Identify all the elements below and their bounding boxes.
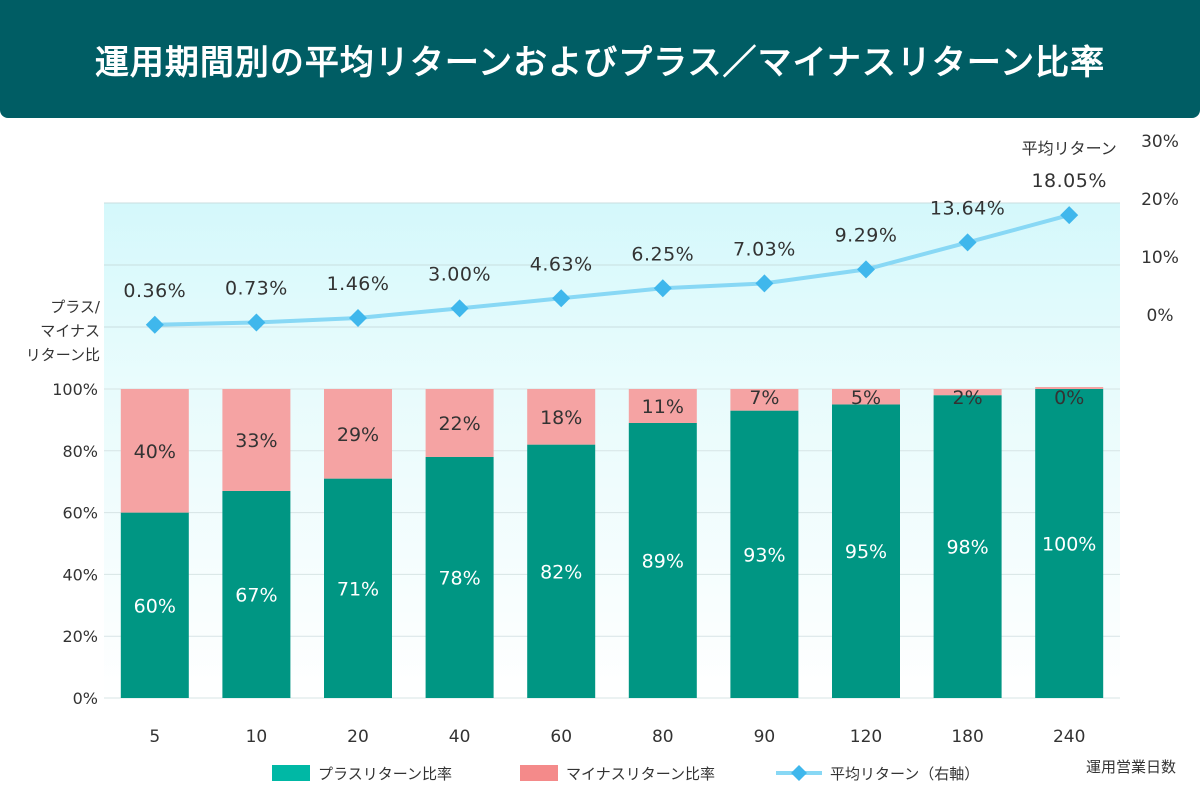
x-axis-tick: 40 (449, 727, 471, 747)
plus-bar (120, 512, 189, 698)
left-axis-tick: 60% (62, 504, 98, 523)
minus-bar (527, 389, 596, 445)
legend-swatch-plus (272, 765, 310, 781)
average-return-label: 4.63% (530, 253, 593, 275)
minus-bar-label: 40% (134, 441, 176, 463)
minus-bar-label: 29% (337, 424, 379, 446)
left-axis-tick: 100% (52, 380, 98, 399)
plus-bar (1035, 389, 1104, 698)
minus-bar (222, 389, 291, 491)
average-return-marker (857, 260, 875, 279)
x-axis-tick: 5 (149, 727, 160, 747)
left-axis-label: プラス/ (50, 298, 101, 316)
plus-bar-label: 100% (1042, 534, 1096, 556)
plus-bar (324, 478, 392, 698)
average-return-caption: 平均リターン (1022, 139, 1117, 158)
average-return-marker (349, 308, 367, 327)
minus-bar-label: 22% (438, 413, 480, 435)
legend-marker-sample (791, 765, 807, 781)
left-axis-tick: 40% (62, 565, 98, 584)
chart-title: 運用期間別の平均リターンおよびプラス／マイナスリターン比率 (94, 42, 1106, 83)
plus-bar-label: 93% (743, 544, 785, 566)
minus-bar (120, 389, 189, 513)
title-banner: 運用期間別の平均リターンおよびプラス／マイナスリターン比率 (0, 0, 1200, 118)
left-axis-tick: 20% (62, 627, 98, 646)
plus-bar-label: 78% (438, 567, 480, 589)
x-axis-tick: 80 (652, 727, 674, 747)
legend-label-plus: プラスリターン比率 (318, 765, 452, 783)
minus-bar (628, 389, 697, 423)
average-return-label: 13.64% (930, 197, 1005, 219)
average-return-marker (552, 289, 571, 308)
right-axis-tick: 30% (1141, 132, 1179, 152)
minus-bar-label: 0% (1054, 387, 1084, 409)
minus-bar-label: 2% (953, 387, 983, 409)
legend-label-minus: マイナスリターン比率 (566, 765, 715, 783)
plus-bar-label: 89% (642, 550, 684, 572)
average-return-marker (755, 274, 774, 293)
x-axis-tick: 20 (347, 727, 369, 747)
minus-bar-label: 33% (235, 430, 277, 452)
average-return-label: 0.73% (225, 277, 288, 299)
average-return-label: 0.36% (123, 280, 186, 302)
x-axis-label: 運用営業日数 (1086, 758, 1176, 776)
line-panel-background (104, 203, 1120, 389)
plus-bar-label: 67% (235, 584, 277, 606)
average-return-label: 6.25% (631, 243, 694, 265)
plus-bar (628, 422, 697, 698)
plus-bar-label: 98% (946, 537, 988, 559)
plus-bar (832, 404, 900, 698)
x-axis-tick: 10 (246, 727, 268, 747)
plus-bar (222, 490, 291, 698)
x-axis-tick: 180 (951, 727, 983, 747)
minus-bar (324, 389, 392, 479)
average-return-marker (145, 315, 164, 334)
average-return-label: 7.03% (733, 238, 796, 260)
minus-bar (1035, 387, 1104, 389)
right-axis-tick: 20% (1141, 190, 1179, 210)
minus-bar (730, 389, 799, 411)
plus-bar-label: 82% (540, 561, 582, 583)
average-return-label: 3.00% (428, 263, 491, 285)
average-return-marker (958, 233, 977, 252)
average-return-line (154, 213, 1070, 327)
plus-bar-label: 95% (845, 541, 887, 563)
legend-label-line: 平均リターン（右軸） (830, 765, 979, 783)
plus-bar-label: 60% (134, 595, 176, 617)
x-axis-tick: 90 (754, 727, 776, 747)
left-axis-label: マイナス (40, 322, 100, 340)
legend-swatch-minus (520, 765, 558, 781)
left-axis-tick: 0% (73, 689, 98, 708)
x-axis-tick: 60 (550, 727, 572, 747)
left-axis-tick: 80% (62, 442, 98, 461)
plus-bar (730, 410, 799, 698)
plus-bar (527, 444, 596, 698)
minus-bar (933, 389, 1002, 396)
plus-bar (425, 456, 494, 698)
minus-bar (425, 389, 494, 457)
minus-bar-label: 5% (851, 387, 881, 409)
average-return-label: 9.29% (835, 224, 898, 246)
right-axis-tick: 10% (1141, 248, 1179, 268)
average-return-marker (247, 313, 266, 332)
average-return-label: 1.46% (327, 273, 390, 295)
average-return-marker (450, 299, 469, 318)
right-axis-tick: 0% (1147, 306, 1174, 326)
minus-bar (832, 389, 900, 405)
minus-bar-label: 7% (749, 387, 779, 409)
plus-bar-label: 71% (337, 578, 379, 600)
minus-bar-label: 11% (642, 396, 684, 418)
average-return-marker (1060, 206, 1079, 225)
minus-bar-label: 18% (540, 407, 582, 429)
x-axis-tick: 120 (850, 727, 882, 747)
average-return-label: 18.05% (1031, 170, 1106, 192)
left-axis-label: リターン比 (26, 346, 100, 364)
x-axis-tick: 240 (1053, 727, 1085, 747)
average-return-marker (653, 279, 672, 298)
plus-bar (933, 395, 1002, 698)
